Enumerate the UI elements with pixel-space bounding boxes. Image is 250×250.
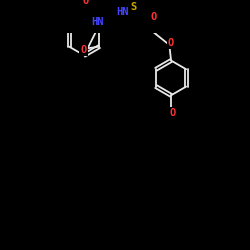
Text: O: O: [150, 12, 157, 22]
Text: O: O: [83, 0, 89, 6]
Text: O: O: [170, 108, 176, 118]
Text: O: O: [80, 45, 87, 55]
Text: HN: HN: [116, 7, 128, 17]
Text: HN: HN: [91, 17, 103, 27]
Text: O: O: [168, 38, 174, 48]
Text: S: S: [130, 2, 137, 12]
